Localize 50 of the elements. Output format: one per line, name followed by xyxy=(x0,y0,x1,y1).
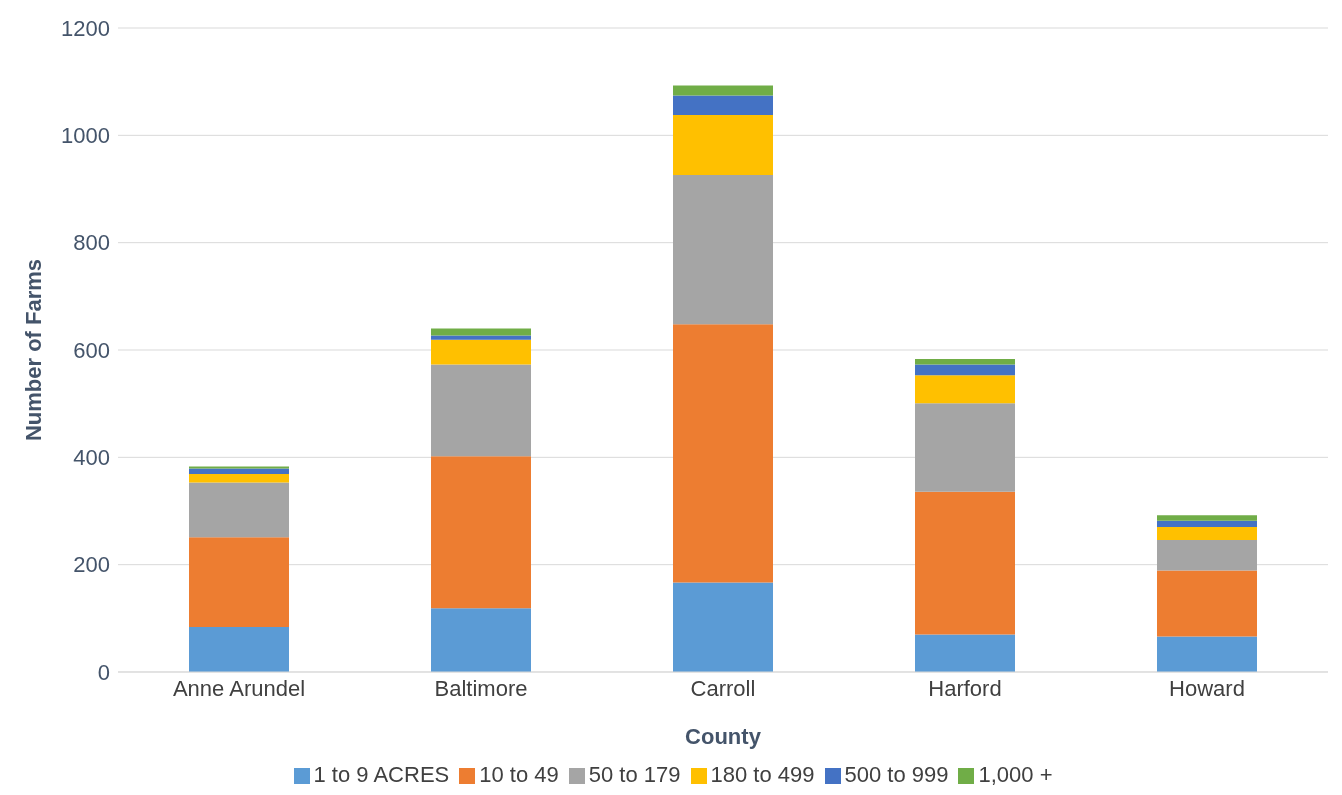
y-tick-label: 800 xyxy=(73,230,110,256)
legend-label: 1,000 + xyxy=(978,762,1053,787)
legend-label: 180 to 499 xyxy=(710,762,815,787)
bar xyxy=(915,375,1015,404)
bar xyxy=(915,634,1015,672)
bar xyxy=(189,468,289,474)
x-tick-label: Baltimore xyxy=(434,675,528,701)
bar xyxy=(915,491,1015,635)
legend-label: 500 to 999 xyxy=(844,762,949,787)
bar xyxy=(1157,515,1257,521)
x-tick-label: Carroll xyxy=(690,675,756,701)
bar xyxy=(673,175,773,325)
bar xyxy=(189,537,289,627)
bar xyxy=(189,482,289,538)
bar xyxy=(915,364,1015,376)
y-axis-title: Number of Farms xyxy=(20,258,46,442)
x-axis-title: County xyxy=(685,724,762,749)
bar xyxy=(915,403,1015,492)
y-tick-label: 0 xyxy=(97,659,110,685)
y-tick-label: 1200 xyxy=(61,15,110,41)
bar xyxy=(189,473,289,483)
x-tick-label: Harford xyxy=(928,675,1002,701)
x-tick-label: Anne Arundel xyxy=(172,675,306,701)
y-tick-label: 600 xyxy=(73,337,110,363)
bar xyxy=(1157,520,1257,528)
y-tick-label: 1000 xyxy=(61,123,110,149)
bar xyxy=(1157,539,1257,571)
bar xyxy=(673,324,773,583)
legend-label: 50 to 179 xyxy=(588,762,681,787)
bar xyxy=(673,85,773,96)
bar xyxy=(1157,570,1257,637)
bar xyxy=(189,466,289,469)
bar xyxy=(431,364,531,457)
x-tick-label: Howard xyxy=(1169,675,1245,701)
bar xyxy=(431,339,531,365)
y-tick-label: 400 xyxy=(73,445,110,471)
bar xyxy=(431,456,531,609)
bar xyxy=(673,114,773,176)
legend-label: 1 to 9 ACRES xyxy=(313,762,450,787)
bar xyxy=(189,626,289,672)
y-tick-label: 200 xyxy=(73,552,110,578)
bar xyxy=(673,95,773,115)
bar xyxy=(1157,636,1257,672)
legend-label: 10 to 49 xyxy=(479,762,559,787)
bar xyxy=(431,608,531,672)
bar xyxy=(1157,527,1257,540)
bar xyxy=(915,359,1015,365)
bar xyxy=(673,582,773,672)
bar xyxy=(431,335,531,340)
bar xyxy=(431,328,531,336)
